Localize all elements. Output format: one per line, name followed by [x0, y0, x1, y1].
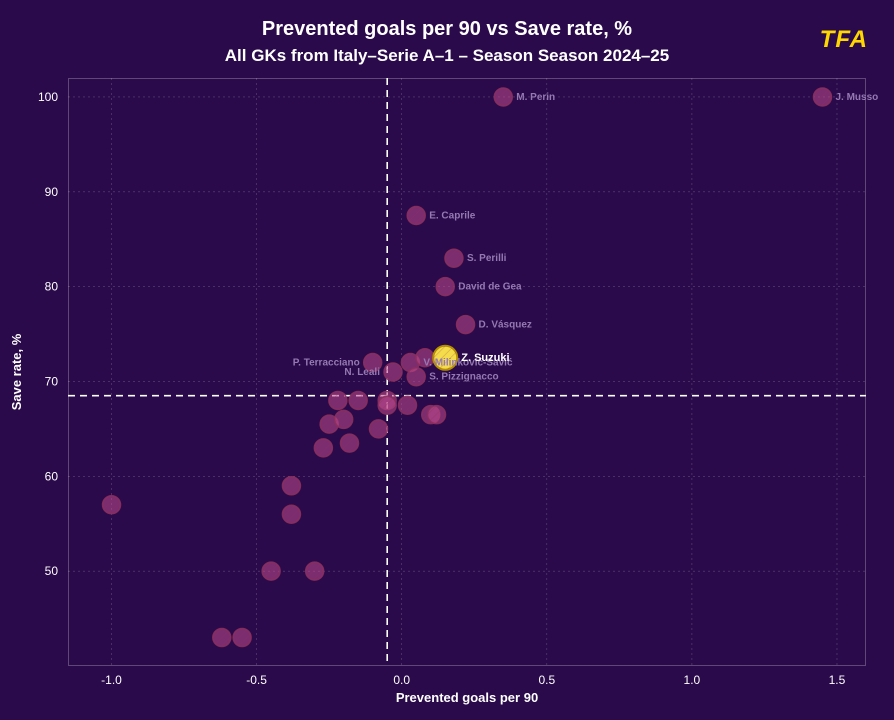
- x-tick: 0.0: [393, 673, 410, 687]
- scatter-point: [349, 391, 367, 409]
- x-axis-label: Prevented goals per 90: [396, 690, 538, 705]
- point-label: J. Musso: [835, 92, 878, 103]
- point-label: M. Perin: [516, 92, 555, 103]
- scatter-point: [314, 439, 332, 457]
- y-tick: 70: [45, 374, 59, 388]
- x-tick: -1.0: [101, 673, 122, 687]
- scatter-point: [494, 88, 512, 106]
- point-label: E. Caprile: [429, 211, 476, 222]
- scatter-point: [282, 477, 300, 495]
- scatter-point: [306, 562, 324, 580]
- chart-subtitle: All GKs from Italy–Serie A–1 – Season Se…: [0, 46, 894, 66]
- x-tick: 1.5: [829, 673, 846, 687]
- y-tick: 100: [38, 90, 58, 104]
- point-label: S. Perilli: [467, 253, 507, 264]
- y-tick: 60: [45, 469, 59, 483]
- y-tick: 80: [45, 280, 59, 294]
- scatter-point: [282, 505, 300, 523]
- point-labels: P. TerraccianoN. LealiV. Milinković-Savi…: [293, 92, 878, 383]
- point-label: Z. Suzuki: [461, 352, 509, 364]
- scatter-point: [233, 629, 251, 647]
- x-tick-labels: -1.0 -0.5 0.0 0.5 1.0 1.5: [101, 673, 845, 687]
- y-tick: 50: [45, 564, 59, 578]
- scatter-point: [262, 562, 280, 580]
- scatter-point: [407, 207, 425, 225]
- scatter-point: [428, 406, 446, 424]
- point-label: D. Vásquez: [479, 320, 532, 331]
- scatter-point: [407, 368, 425, 386]
- x-tick: 0.5: [538, 673, 555, 687]
- scatter-chart: TFA Prevented goals per 90 vs Save rate,…: [0, 0, 894, 720]
- scatter-point: [399, 396, 417, 414]
- point-label: N. Leali: [344, 367, 380, 378]
- point-label: S. Pizzignacco: [429, 372, 498, 383]
- y-tick: 90: [45, 185, 59, 199]
- scatter-point: [813, 88, 831, 106]
- scatter-point: [340, 434, 358, 452]
- point-label: David de Gea: [458, 282, 522, 293]
- scatter-point: [436, 278, 454, 296]
- scatter-point: [457, 316, 475, 334]
- chart-title: Prevented goals per 90 vs Save rate, %: [0, 18, 894, 41]
- scatter-point: [335, 410, 353, 428]
- y-axis-label: Save rate, %: [9, 333, 24, 410]
- scatter-point: [329, 391, 347, 409]
- y-tick-labels: 50 60 70 80 90 100: [38, 90, 58, 578]
- scatter-point: [384, 363, 402, 381]
- scatter-point: [369, 420, 387, 438]
- scatter-point: [445, 249, 463, 267]
- x-tick: -0.5: [246, 673, 267, 687]
- scatter-point: [213, 629, 231, 647]
- plot-area: P. TerraccianoN. LealiV. Milinković-Savi…: [68, 78, 866, 666]
- scatter-point: [378, 396, 396, 414]
- x-tick: 1.0: [684, 673, 701, 687]
- scatter-point: [103, 496, 121, 514]
